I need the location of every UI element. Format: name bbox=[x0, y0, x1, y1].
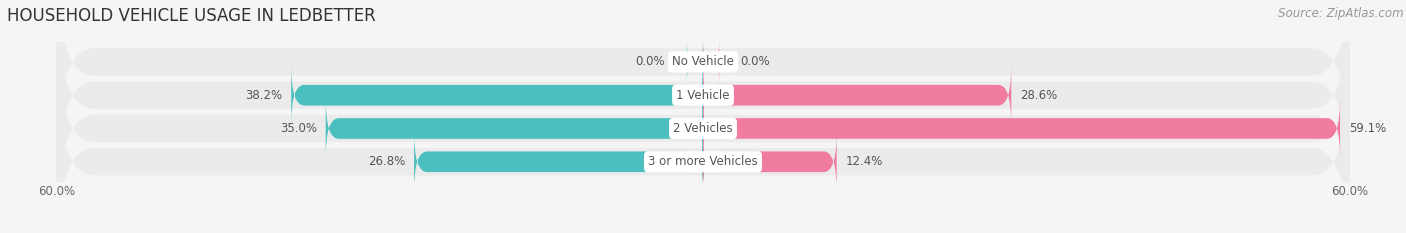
FancyBboxPatch shape bbox=[56, 59, 1350, 233]
Text: 59.1%: 59.1% bbox=[1348, 122, 1386, 135]
FancyBboxPatch shape bbox=[56, 0, 1350, 198]
Text: No Vehicle: No Vehicle bbox=[672, 55, 734, 69]
Text: 0.0%: 0.0% bbox=[741, 55, 770, 69]
FancyBboxPatch shape bbox=[56, 26, 1350, 231]
Text: 35.0%: 35.0% bbox=[280, 122, 318, 135]
FancyBboxPatch shape bbox=[291, 65, 703, 125]
FancyBboxPatch shape bbox=[703, 99, 1340, 158]
FancyBboxPatch shape bbox=[703, 65, 1011, 125]
Text: 2 Vehicles: 2 Vehicles bbox=[673, 122, 733, 135]
FancyBboxPatch shape bbox=[326, 99, 703, 158]
Text: 0.0%: 0.0% bbox=[636, 55, 665, 69]
FancyBboxPatch shape bbox=[415, 132, 703, 191]
FancyBboxPatch shape bbox=[703, 39, 720, 85]
Text: 3 or more Vehicles: 3 or more Vehicles bbox=[648, 155, 758, 168]
Text: Source: ZipAtlas.com: Source: ZipAtlas.com bbox=[1278, 7, 1403, 20]
Text: 28.6%: 28.6% bbox=[1019, 89, 1057, 102]
Text: HOUSEHOLD VEHICLE USAGE IN LEDBETTER: HOUSEHOLD VEHICLE USAGE IN LEDBETTER bbox=[7, 7, 375, 25]
FancyBboxPatch shape bbox=[688, 39, 703, 85]
Text: 38.2%: 38.2% bbox=[246, 89, 283, 102]
Text: 1 Vehicle: 1 Vehicle bbox=[676, 89, 730, 102]
FancyBboxPatch shape bbox=[56, 0, 1350, 165]
FancyBboxPatch shape bbox=[703, 132, 837, 191]
Text: 26.8%: 26.8% bbox=[368, 155, 405, 168]
Text: 12.4%: 12.4% bbox=[845, 155, 883, 168]
